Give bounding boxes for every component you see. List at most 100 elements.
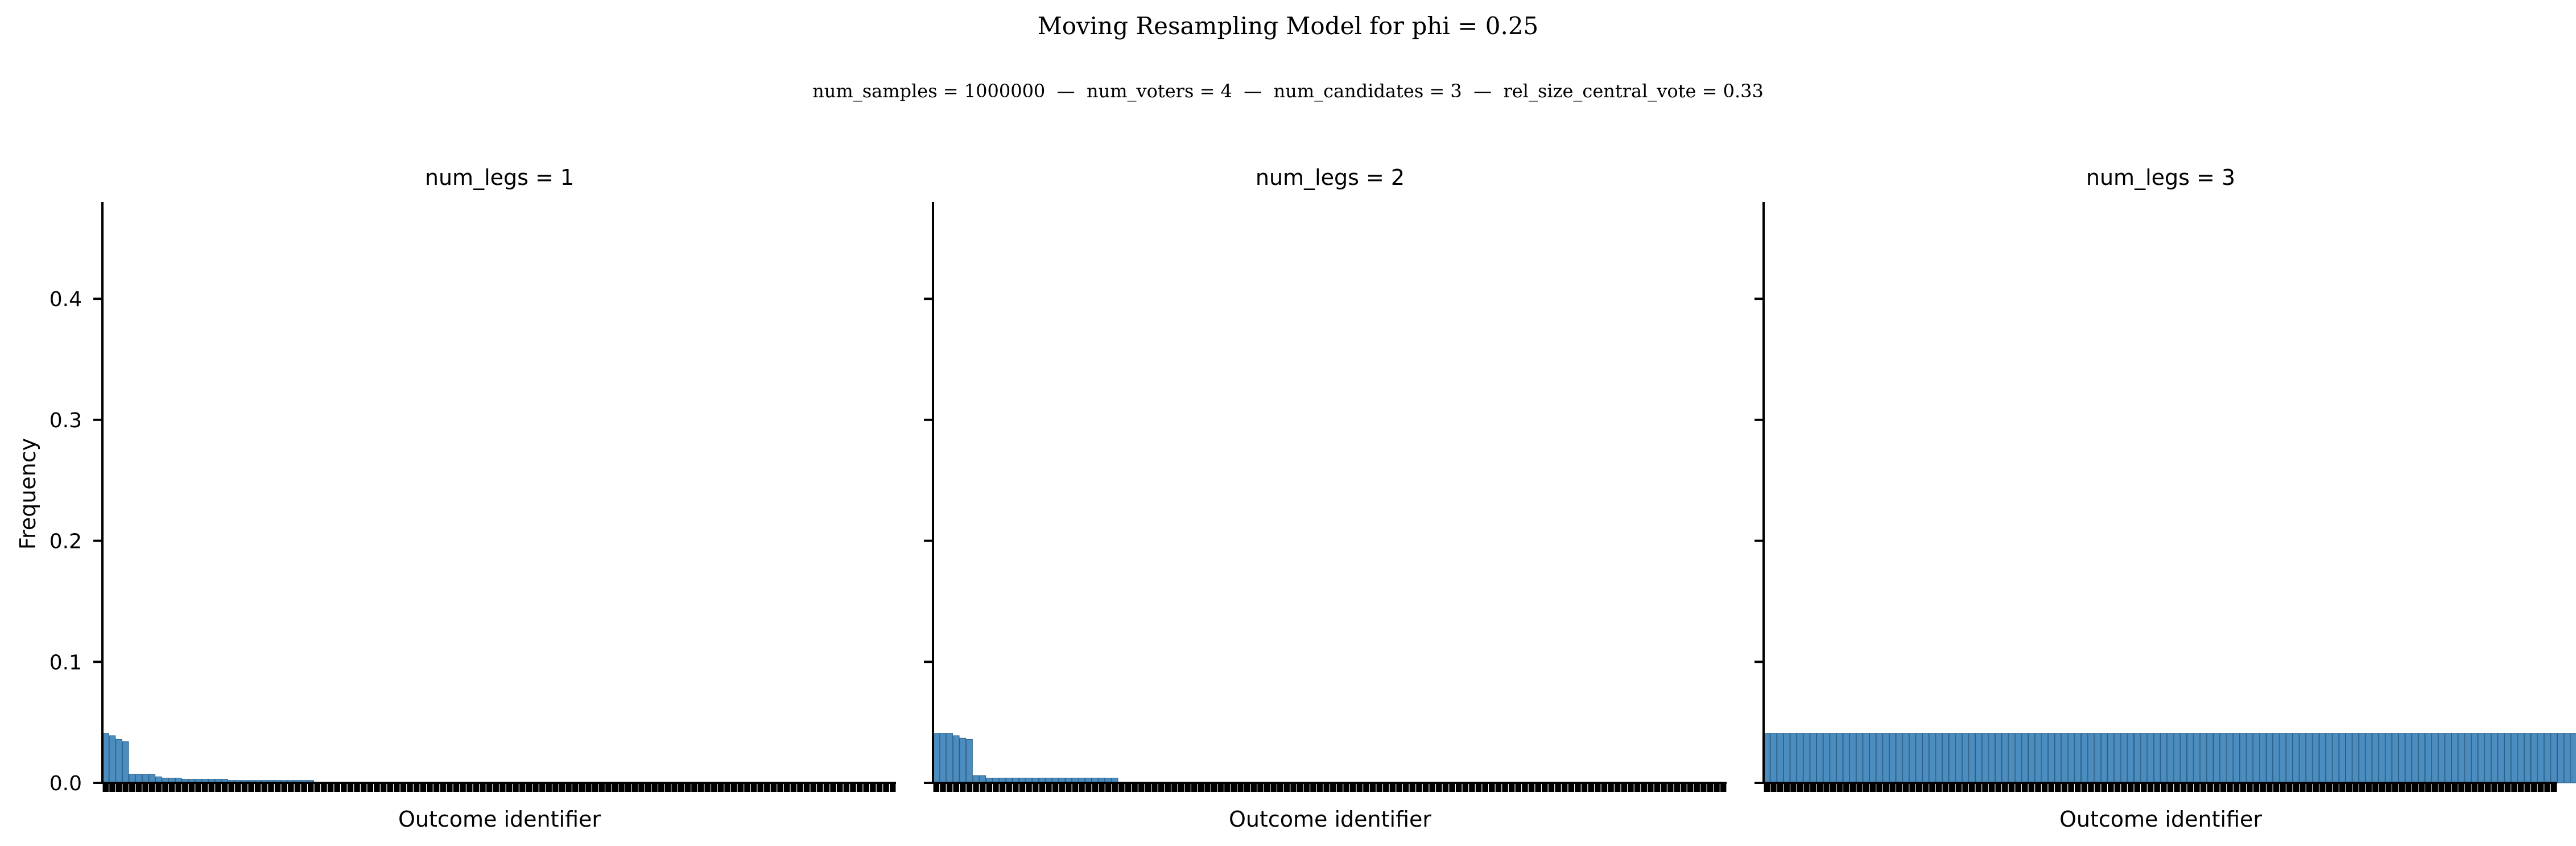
bar [2180, 733, 2187, 783]
bar [1896, 733, 1903, 783]
bar [1902, 733, 1909, 783]
bar [1981, 733, 1989, 783]
bar [2114, 733, 2121, 783]
bar [932, 733, 940, 783]
bar [115, 738, 122, 783]
panel-1: num_legs = 1 Outcome identifier 0.0 0.1 0.… [49, 165, 896, 832]
bar [1869, 733, 1876, 783]
bar [1797, 733, 1803, 783]
bar [2570, 733, 2576, 783]
bar [1929, 733, 1936, 783]
bar [2339, 733, 2346, 783]
bar [2213, 733, 2220, 783]
bar [2517, 733, 2524, 783]
bar [2392, 733, 2399, 783]
bar [122, 741, 129, 783]
panel-title: num_legs = 3 [2086, 165, 2235, 190]
bar [135, 774, 142, 783]
bar [1823, 733, 1830, 783]
bar [2372, 733, 2379, 783]
bar [2445, 733, 2452, 783]
bar [1962, 733, 1969, 783]
bar [2120, 733, 2128, 783]
bar [2001, 733, 2009, 783]
y-axis-label: Frequency [15, 438, 40, 550]
y-tick-label: 0.4 [49, 288, 82, 311]
bar [2557, 733, 2564, 783]
bar [2014, 733, 2022, 783]
bar [2127, 733, 2135, 783]
bar [2345, 733, 2352, 783]
y-tick-label: 0.1 [49, 651, 82, 674]
bar [2398, 733, 2405, 783]
bar [2147, 733, 2154, 783]
bar [966, 738, 973, 783]
bar [2054, 733, 2062, 783]
bar [2226, 733, 2234, 783]
bar [2153, 733, 2161, 783]
bar [1975, 733, 1982, 783]
bar [2544, 733, 2551, 783]
bar [1816, 733, 1823, 783]
bar [2034, 733, 2042, 783]
bar [2186, 733, 2194, 783]
bar [2173, 733, 2181, 783]
bar [1988, 733, 1995, 783]
bar [1856, 733, 1863, 783]
bar [2193, 733, 2201, 783]
bar [2464, 733, 2471, 783]
bar [2511, 733, 2518, 783]
bar [1790, 733, 1797, 783]
bar [2028, 733, 2035, 783]
bar [2418, 733, 2425, 783]
bar [1935, 733, 1942, 783]
bar [2107, 733, 2115, 783]
bar [2451, 733, 2458, 783]
y-tick-label: 0.3 [49, 409, 82, 432]
bar [2412, 733, 2418, 783]
bar [1955, 733, 1962, 783]
bar [2524, 733, 2531, 783]
bar [2365, 733, 2372, 783]
bar [2041, 733, 2048, 783]
bar [2021, 733, 2029, 783]
bar [2438, 733, 2445, 783]
bar [1995, 733, 2002, 783]
bar [102, 733, 109, 783]
bar [2431, 733, 2438, 783]
x-axis-label: Outcome identifier [398, 807, 601, 832]
panel-3: num_legs = 3 Outcome identifier [1755, 165, 2576, 832]
bar [1948, 733, 1956, 783]
bar [1810, 733, 1817, 783]
bar [2080, 733, 2088, 783]
bar [2458, 733, 2465, 783]
bar [2167, 733, 2174, 783]
bar [109, 735, 116, 783]
bar [2220, 733, 2227, 783]
bar [2537, 733, 2544, 783]
bar [2352, 733, 2359, 783]
bar [1850, 733, 1856, 783]
bar [1783, 733, 1790, 783]
bar [142, 774, 149, 783]
panel-title: num_legs = 2 [1256, 165, 1405, 190]
bar [1863, 733, 1870, 783]
bar [2246, 733, 2253, 783]
bar [2497, 733, 2505, 783]
bar [1889, 733, 1896, 783]
bar [946, 733, 953, 783]
panel-2: num_legs = 2 Outcome identifier [924, 165, 1727, 832]
bar [939, 733, 947, 783]
bar [2299, 733, 2306, 783]
bar [2067, 733, 2075, 783]
bar [2133, 733, 2141, 783]
bars [1763, 733, 2576, 783]
bar [1763, 733, 1770, 783]
bar [129, 774, 136, 783]
bar [1777, 733, 1784, 783]
bar [2332, 733, 2339, 783]
bar [2259, 733, 2267, 783]
bar [2094, 733, 2101, 783]
bar [2087, 733, 2095, 783]
